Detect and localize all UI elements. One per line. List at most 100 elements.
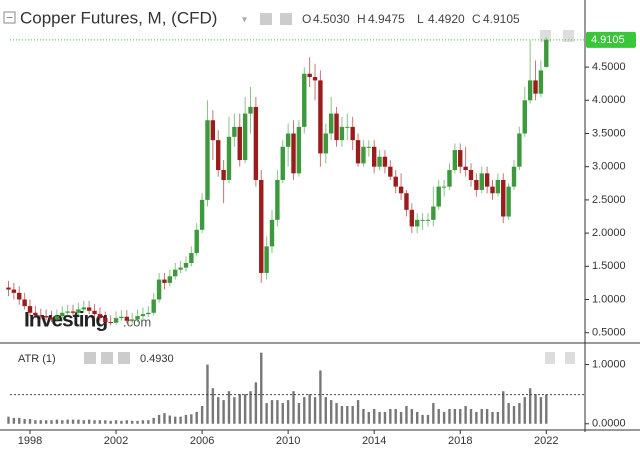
atr-bar [329, 400, 333, 424]
candle-body [415, 219, 420, 227]
x-tick-label: 2010 [276, 435, 300, 447]
candle-body [328, 113, 334, 134]
atr-bar [130, 420, 134, 424]
candle-body [124, 316, 130, 321]
atr-bar [389, 408, 392, 424]
atr-bar [18, 417, 21, 424]
candle-body [264, 246, 269, 273]
candle-body [307, 73, 312, 78]
atr-bar [50, 420, 53, 424]
candle-body [6, 287, 11, 290]
x-tick-label: 2006 [190, 435, 214, 447]
candle-body [377, 156, 382, 167]
atr-bar [512, 406, 516, 424]
atr-down-icon[interactable] [565, 352, 575, 364]
candle-body [458, 150, 463, 167]
y-tick-label: 1.0000 [592, 358, 626, 370]
ohlc-value: 4.4920 [428, 12, 465, 26]
candle-body [285, 133, 291, 147]
atr-bar [190, 414, 193, 424]
atr-bar [114, 420, 118, 424]
atr-bar [136, 420, 139, 424]
atr-bar [356, 400, 360, 424]
atr-bar [378, 411, 381, 424]
candle-body [253, 106, 259, 180]
atr-bar [71, 419, 75, 424]
atr-bar [480, 408, 483, 424]
gear-icon[interactable] [280, 13, 292, 25]
candle-body [371, 146, 377, 167]
candle-body [355, 140, 361, 164]
candle-body [60, 312, 65, 317]
ohlc-key: L [417, 12, 424, 26]
candle-body [501, 179, 506, 217]
dropdown-icon[interactable]: ▾ [242, 15, 247, 26]
candle-body [302, 73, 307, 127]
candle-body [511, 166, 517, 187]
atr-close-icon[interactable] [118, 352, 130, 364]
atr-bar [292, 391, 295, 424]
y-tick-label: 4.0000 [592, 94, 626, 106]
atr-bar [109, 420, 112, 424]
atr-bar [174, 416, 177, 424]
atr-bar [405, 406, 408, 424]
atr-bar [432, 403, 435, 424]
candle-body [318, 80, 323, 154]
atr-bar [442, 411, 446, 424]
candle-body [248, 106, 253, 114]
candle-body [65, 311, 70, 313]
candle-body [463, 166, 468, 171]
atr-bar [39, 420, 42, 424]
candle-body [103, 318, 108, 323]
y-tick-label: 1.0000 [592, 293, 626, 305]
atr-bar [125, 420, 129, 424]
atr-bar [265, 403, 268, 424]
atr-bar [270, 400, 274, 424]
indicator-value: 0.4930 [140, 353, 174, 365]
atr-bar [313, 397, 317, 424]
atr-bar [147, 420, 150, 424]
candle-body [431, 206, 436, 220]
watermark: Investing [24, 309, 107, 332]
up-icon[interactable] [540, 30, 551, 42]
candle-body [275, 179, 280, 220]
candle-body [312, 77, 318, 81]
atr-bar [421, 414, 424, 424]
atr-bar [410, 408, 414, 424]
candle-body [199, 199, 205, 230]
atr-bar [23, 419, 26, 424]
atr-bar [12, 417, 16, 424]
down-icon[interactable] [563, 30, 574, 42]
candle-body [474, 179, 479, 190]
y-tick-label: 3.5000 [592, 127, 626, 139]
atr-bar [28, 419, 32, 424]
candle-body [129, 319, 135, 321]
atr-bar [168, 415, 172, 424]
candle-body [393, 176, 398, 187]
candle-body [237, 126, 242, 161]
atr-bar [152, 417, 155, 424]
atr-gear-icon[interactable] [101, 352, 113, 364]
candle-body [22, 299, 27, 307]
settings-icon[interactable] [260, 13, 272, 25]
atr-up-icon[interactable] [545, 352, 555, 364]
atr-bar [243, 394, 247, 424]
candle-body [544, 39, 549, 67]
last-price-tag [586, 31, 636, 48]
atr-bar [507, 403, 510, 424]
atr-bar [141, 420, 145, 424]
atr-bar [485, 408, 489, 424]
candle-body [441, 186, 447, 188]
collapse-icon[interactable] [3, 11, 16, 24]
atr-bar [286, 400, 290, 424]
indicator-name: ATR (1) [18, 353, 56, 365]
candle-body [27, 306, 33, 313]
y-tick-label: 2.5000 [592, 194, 626, 206]
candle-body [517, 133, 522, 167]
atr-settings-icon[interactable] [84, 352, 96, 364]
atr-bar [335, 403, 338, 424]
candle-body [162, 279, 167, 283]
atr-bar [82, 420, 85, 424]
y-tick-label: 0.5000 [592, 327, 626, 339]
candle-body [280, 146, 285, 180]
